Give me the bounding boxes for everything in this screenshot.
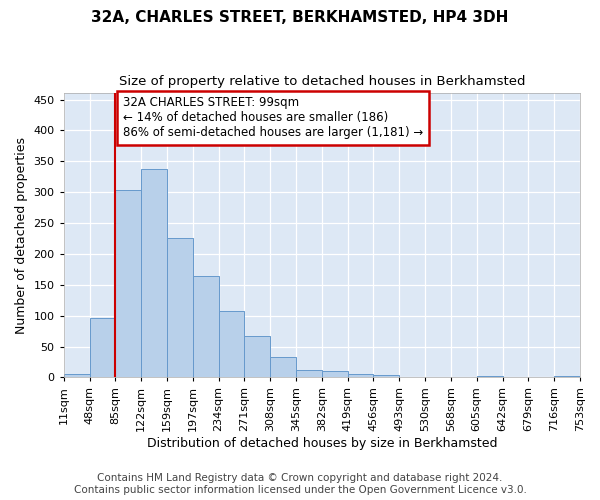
Bar: [193, 276, 218, 378]
Bar: [244, 336, 270, 378]
Bar: [347, 374, 373, 378]
Bar: [373, 375, 399, 378]
Text: 32A, CHARLES STREET, BERKHAMSTED, HP4 3DH: 32A, CHARLES STREET, BERKHAMSTED, HP4 3D…: [91, 10, 509, 25]
Bar: [296, 370, 322, 378]
Y-axis label: Number of detached properties: Number of detached properties: [15, 137, 28, 334]
Text: 32A CHARLES STREET: 99sqm
← 14% of detached houses are smaller (186)
86% of semi: 32A CHARLES STREET: 99sqm ← 14% of detac…: [123, 96, 424, 140]
Text: Contains HM Land Registry data © Crown copyright and database right 2024.
Contai: Contains HM Land Registry data © Crown c…: [74, 474, 526, 495]
Title: Size of property relative to detached houses in Berkhamsted: Size of property relative to detached ho…: [119, 75, 525, 88]
Bar: [64, 374, 89, 378]
Bar: [270, 357, 296, 378]
Bar: [89, 318, 115, 378]
Bar: [115, 190, 141, 378]
X-axis label: Distribution of detached houses by size in Berkhamsted: Distribution of detached houses by size …: [146, 437, 497, 450]
Bar: [554, 376, 580, 378]
Bar: [218, 310, 244, 378]
Bar: [322, 370, 347, 378]
Bar: [477, 376, 503, 378]
Bar: [167, 238, 193, 378]
Bar: [141, 168, 167, 378]
